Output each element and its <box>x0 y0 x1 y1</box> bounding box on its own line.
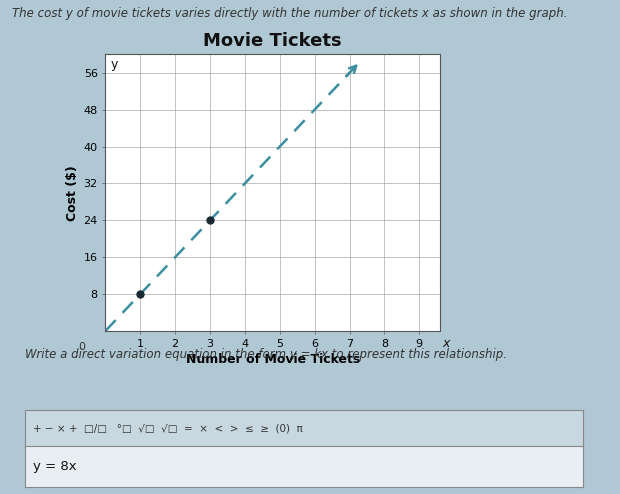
Text: y: y <box>110 58 118 72</box>
Text: 0: 0 <box>78 342 86 352</box>
Text: x: x <box>442 336 450 350</box>
Title: Movie Tickets: Movie Tickets <box>203 32 342 50</box>
Text: y = 8x: y = 8x <box>33 460 77 473</box>
Y-axis label: Cost ($): Cost ($) <box>66 165 79 220</box>
Text: + − × +  □/□   °□  √□  √□  =  ×  <  >  ≤  ≥  (0)  π: + − × + □/□ °□ √□ √□ = × < > ≤ ≥ (0) π <box>33 423 303 434</box>
X-axis label: Number of Movie Tickets: Number of Movie Tickets <box>185 353 360 366</box>
Text: Write a direct variation equation in the form y = kx to represent this relations: Write a direct variation equation in the… <box>25 348 507 361</box>
Text: The cost y of movie tickets varies directly with the number of tickets x as show: The cost y of movie tickets varies direc… <box>12 7 568 20</box>
